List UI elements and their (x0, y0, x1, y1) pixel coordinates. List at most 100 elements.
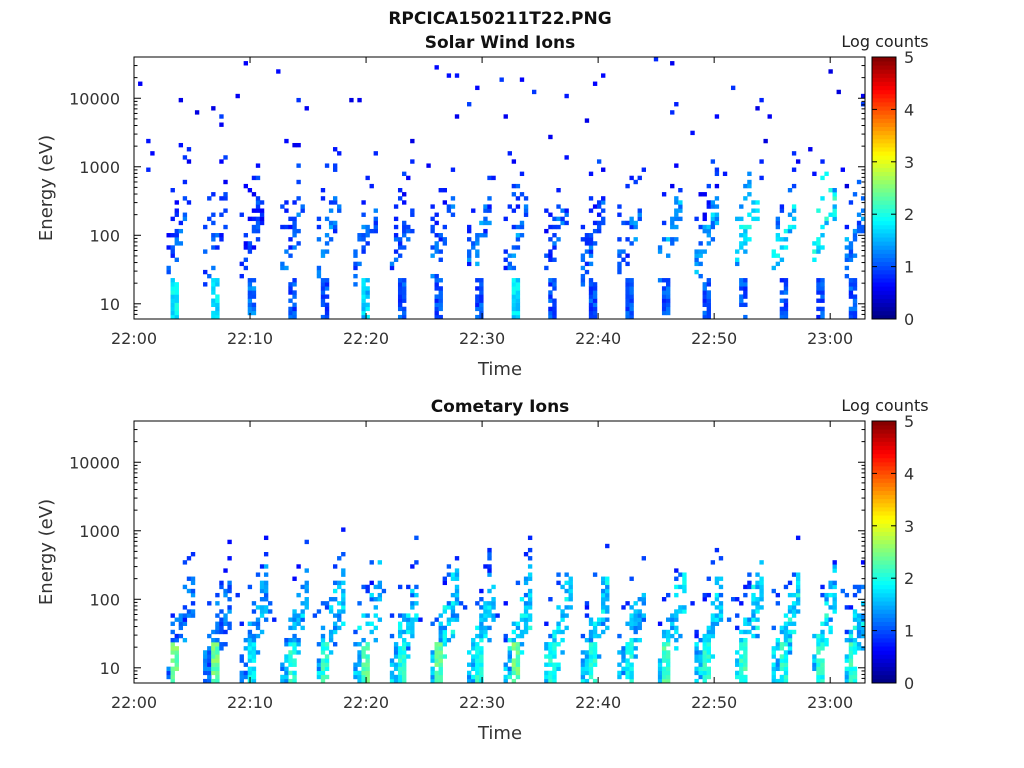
y-axis-label-cometary: Energy (eV) (36, 499, 57, 605)
heatmap-cell (588, 642, 594, 647)
heatmap-cell (203, 658, 208, 663)
heatmap-cell (483, 204, 488, 209)
heatmap-cell (779, 306, 785, 312)
heatmap-cell (491, 601, 496, 606)
heatmap-cell (332, 167, 338, 172)
heatmap-cell (211, 302, 216, 308)
heatmap-cell (714, 183, 720, 189)
heatmap-cell (341, 605, 346, 610)
heatmap-cell (215, 625, 220, 631)
heatmap-cell (523, 609, 529, 614)
heatmap-cell (332, 224, 338, 230)
heatmap-cell (397, 646, 403, 651)
heatmap-cell (552, 310, 557, 316)
heatmap-cell (552, 637, 557, 643)
heatmap-cell (743, 678, 748, 684)
heatmap-cell (580, 257, 586, 262)
heatmap-cell (304, 539, 309, 545)
heatmap-cell (251, 621, 257, 626)
heatmap-cell (710, 224, 716, 230)
heatmap-cell (467, 678, 472, 684)
heatmap-cell (263, 605, 269, 610)
heatmap-cell (779, 257, 785, 262)
heatmap-cell (467, 257, 472, 262)
heatmap-cell (702, 249, 707, 254)
heatmap-cell (389, 670, 395, 676)
heatmap-cell (783, 621, 789, 626)
heatmap-cell (694, 670, 699, 676)
heatmap-cell (402, 310, 407, 316)
heatmap-cell (207, 216, 212, 222)
y-tick-label: 10000 (69, 89, 120, 108)
heatmap-cell (588, 241, 594, 246)
heatmap-cell (434, 314, 439, 320)
heatmap-cell (178, 625, 184, 631)
heatmap-cell (791, 204, 797, 209)
heatmap-cell (779, 625, 785, 631)
heatmap-cell (755, 572, 760, 577)
heatmap-cell (856, 212, 862, 217)
heatmap-cell (397, 298, 403, 303)
heatmap-cell (507, 265, 512, 271)
heatmap-cell (316, 216, 322, 222)
colorbar-segment (872, 261, 896, 267)
heatmap-cell (487, 196, 492, 201)
heatmap-cell (515, 302, 521, 308)
heatmap-cell (747, 171, 752, 177)
heatmap-cell (678, 633, 683, 639)
heatmap-cell (674, 646, 679, 651)
heatmap-cell (215, 592, 220, 598)
heatmap-cell (203, 662, 208, 667)
heatmap-cell (288, 286, 293, 291)
heatmap-cell (783, 306, 789, 312)
heatmap-cell (328, 237, 334, 242)
heatmap-cell (702, 633, 707, 639)
heatmap-cell (816, 245, 821, 250)
heatmap-cell (247, 670, 253, 676)
heatmap-cell (702, 642, 707, 647)
x-tick-label: 22:10 (227, 693, 273, 712)
heatmap-cell (349, 97, 354, 103)
heatmap-cell (828, 592, 833, 598)
heatmap-cell (848, 249, 854, 254)
heatmap-cell (759, 588, 764, 594)
heatmap-cell (544, 265, 549, 271)
heatmap-cell (487, 547, 492, 553)
heatmap-cell (373, 216, 378, 222)
heatmap-cell (292, 224, 297, 230)
heatmap-cell (816, 290, 821, 295)
heatmap-cell (816, 646, 821, 651)
heatmap-cell (580, 224, 586, 230)
heatmap-cell (442, 580, 447, 586)
heatmap-cell (223, 613, 228, 618)
heatmap-cell (247, 654, 253, 659)
heatmap-cell (523, 552, 529, 557)
heatmap-cell (856, 220, 862, 226)
heatmap-cell (174, 650, 179, 655)
heatmap-cell (739, 216, 744, 222)
heatmap-cell (556, 662, 561, 667)
heatmap-cell (515, 183, 521, 189)
heatmap-cell (361, 650, 366, 655)
heatmap-cell (219, 617, 224, 622)
heatmap-cell (239, 621, 244, 626)
heatmap-cell (438, 298, 443, 303)
heatmap-cell (215, 314, 220, 320)
heatmap-cell (848, 605, 854, 610)
heatmap-cell (300, 584, 305, 590)
heatmap-cell (657, 245, 663, 250)
heatmap-cell (215, 642, 220, 647)
heatmap-cell (710, 654, 716, 659)
heatmap-cell (580, 658, 586, 663)
heatmap-cell (288, 670, 293, 676)
heatmap-cell (661, 650, 667, 655)
heatmap-cell (592, 621, 598, 626)
heatmap-cell (759, 576, 764, 581)
heatmap-cell (178, 621, 184, 626)
heatmap-cell (251, 658, 257, 663)
heatmap-cell (511, 642, 517, 647)
heatmap-cell (357, 650, 362, 655)
heatmap-cell (438, 642, 443, 647)
heatmap-cell (759, 605, 764, 610)
heatmap-cell (743, 228, 748, 234)
